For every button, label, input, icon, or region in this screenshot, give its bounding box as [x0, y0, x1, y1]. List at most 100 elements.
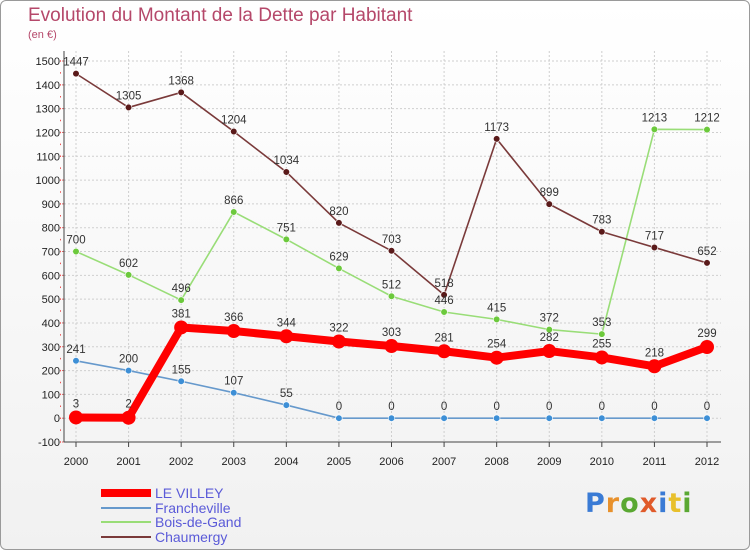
point-bois-de-gand: [703, 125, 711, 134]
point-chaumergy: [545, 200, 553, 208]
point-le-villey: [542, 344, 557, 359]
data-label-francheville: 0: [651, 401, 657, 413]
legend-swatch: [101, 489, 151, 497]
y-tick-label: 300: [42, 342, 60, 354]
data-label-francheville: 0: [441, 401, 447, 413]
x-tick-label: 2011: [643, 456, 667, 468]
point-bois-de-gand: [124, 271, 133, 279]
x-tick-label: 2006: [379, 456, 403, 468]
point-bois-de-gand: [230, 208, 238, 216]
data-label-chaumergy: 820: [329, 206, 348, 218]
point-le-villey: [279, 329, 294, 344]
point-le-villey: [121, 410, 136, 425]
point-chaumergy: [282, 168, 290, 176]
axes: -100010020030040050060070080090010001100…: [36, 51, 721, 468]
point-francheville: [440, 414, 448, 422]
data-label-le-villey: 303: [382, 327, 401, 339]
data-label-francheville: 155: [172, 364, 191, 376]
point-bois-de-gand: [545, 326, 553, 334]
grid: [64, 51, 721, 443]
logo-letter: x: [639, 488, 659, 519]
data-label-chaumergy: 899: [540, 187, 559, 199]
y-tick-label: 1300: [36, 104, 60, 116]
y-tick-label: 1200: [36, 127, 60, 139]
legend-label: LE VILLEY: [155, 485, 224, 501]
y-tick-label: 1400: [36, 80, 60, 92]
data-label-francheville: 0: [546, 401, 552, 413]
data-label-bois-de-gand: 1212: [694, 113, 720, 125]
y-tick-label: 1000: [36, 175, 60, 187]
point-chaumergy: [703, 259, 711, 267]
legend-swatch: [101, 535, 151, 538]
data-label-bois-de-gand: 512: [382, 279, 401, 291]
y-tick-label: 900: [42, 199, 60, 211]
point-le-villey: [647, 359, 662, 374]
y-tick-label: 400: [42, 318, 60, 330]
point-le-villey: [489, 350, 504, 365]
series-group: [69, 70, 714, 425]
data-label-le-villey: 255: [592, 338, 611, 350]
data-label-bois-de-gand: 372: [540, 313, 559, 325]
point-le-villey: [226, 324, 241, 339]
data-label-le-villey: 322: [329, 323, 348, 335]
y-tick-label: 700: [42, 247, 60, 259]
y-tick-label: 1500: [36, 56, 60, 68]
data-label-chaumergy: 717: [645, 230, 664, 242]
point-bois-de-gand: [650, 125, 659, 133]
data-label-chaumergy: 783: [592, 215, 611, 227]
point-chaumergy: [493, 135, 501, 143]
data-label-chaumergy: 1173: [484, 122, 509, 134]
point-francheville: [72, 357, 80, 365]
point-chaumergy: [387, 247, 396, 255]
data-label-le-villey: 2: [125, 399, 131, 411]
data-label-bois-de-gand: 700: [66, 235, 85, 247]
point-chaumergy: [72, 70, 80, 78]
point-chaumergy: [440, 291, 448, 299]
point-francheville: [598, 414, 606, 422]
data-label-le-villey: 281: [434, 332, 453, 344]
x-tick-label: 2009: [537, 456, 561, 468]
point-bois-de-gand: [177, 296, 185, 304]
legend-label: Chaumergy: [155, 528, 228, 545]
data-label-bois-de-gand: 496: [172, 283, 191, 295]
data-label-chaumergy: 518: [434, 278, 453, 290]
point-chaumergy: [124, 103, 133, 112]
point-chaumergy: [335, 219, 343, 227]
legend-swatch: [101, 506, 151, 509]
point-francheville: [282, 401, 290, 409]
data-label-chaumergy: 703: [382, 234, 401, 246]
x-tick-label: 2010: [590, 456, 614, 468]
x-tick-label: 2007: [432, 456, 456, 468]
data-label-le-villey: 254: [487, 339, 507, 351]
point-chaumergy: [177, 88, 185, 97]
data-label-le-villey: 344: [277, 317, 297, 329]
y-tick-label: 200: [42, 366, 60, 378]
point-bois-de-gand: [598, 330, 606, 338]
point-francheville: [124, 366, 133, 375]
point-francheville: [335, 414, 343, 422]
x-tick-label: 2005: [327, 456, 351, 468]
line-chart: -100010020030040050060070080090010001100…: [36, 51, 721, 468]
point-bois-de-gand: [493, 315, 501, 323]
data-label-le-villey: 218: [645, 347, 664, 359]
point-le-villey: [594, 350, 609, 365]
chart-title: Evolution du Montant de la Dette par Hab…: [28, 5, 413, 26]
logo-letter: r: [605, 488, 621, 519]
logo-letter: o: [620, 488, 640, 519]
point-bois-de-gand: [335, 264, 343, 273]
data-label-francheville: 107: [224, 376, 243, 388]
data-label-francheville: 0: [704, 401, 710, 413]
data-label-chaumergy: 1368: [168, 75, 194, 87]
y-tick-label: 100: [42, 389, 60, 401]
point-bois-de-gand: [440, 308, 448, 316]
logo-letter: P: [585, 488, 606, 519]
logo-letter: i: [658, 488, 669, 519]
data-label-chaumergy: 1305: [116, 90, 142, 102]
point-le-villey: [700, 339, 714, 354]
logo-letter: t: [668, 488, 683, 519]
data-label-francheville: 0: [493, 401, 499, 413]
point-le-villey: [331, 334, 346, 349]
data-label-francheville: 241: [66, 344, 85, 356]
data-label-bois-de-gand: 353: [592, 317, 611, 329]
x-tick-label: 2002: [169, 456, 193, 468]
